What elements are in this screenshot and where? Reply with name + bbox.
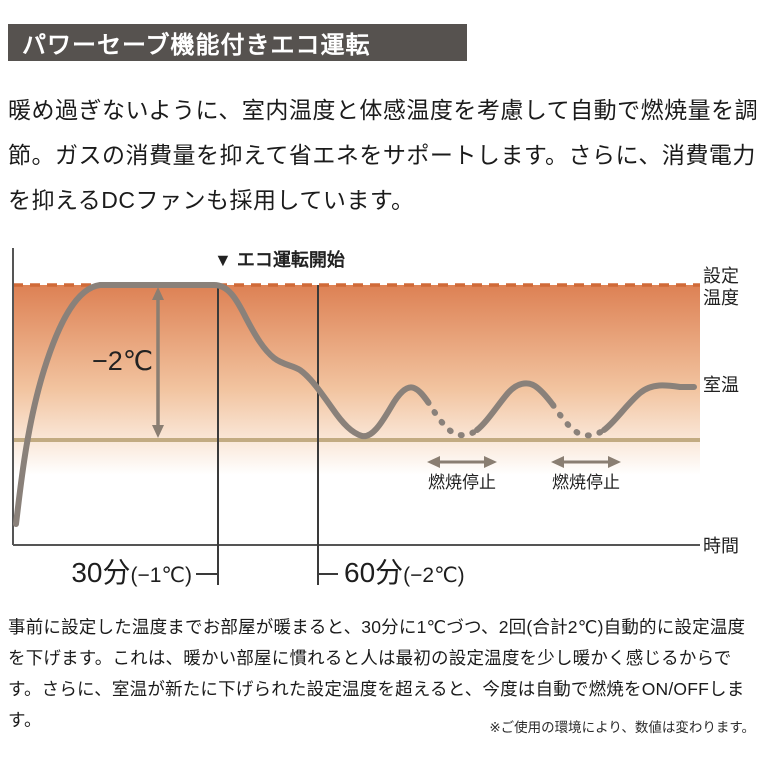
eco-start-label: ▼ エコ運転開始 bbox=[214, 249, 345, 270]
section-title: パワーセーブ機能付きエコ運転 bbox=[22, 32, 371, 59]
marker-60-main: 60分 bbox=[344, 557, 403, 588]
temperature-gradient bbox=[13, 285, 700, 475]
burn-stop-label-2: 燃焼停止 bbox=[552, 473, 620, 492]
description-paragraph: 事前に設定した温度までお部屋が暖まると、30分に1℃づつ、2回(合計2℃)自動的… bbox=[8, 617, 746, 730]
section-header: パワーセーブ機能付きエコ運転 bbox=[8, 24, 467, 61]
temperature-curve-solid-1 bbox=[13, 282, 431, 527]
intro-paragraph: 暖め過ぎないように、室内温度と体感温度を考慮して自動で燃焼量を調節。ガスの消費量… bbox=[8, 97, 759, 213]
eco-operation-chart: −2℃ 燃焼停止 燃焼停止 ▼ bbox=[12, 248, 739, 588]
time-axis-label: 時間 bbox=[703, 536, 739, 556]
marker-label-30min: 30分(−1℃) bbox=[71, 557, 192, 588]
set-temp-label-line1: 設定 bbox=[703, 266, 739, 286]
footnote: ※ご使用の環境により、数値は変わります。 bbox=[489, 720, 755, 735]
eco-operation-diagram: −2℃ 燃焼停止 燃焼停止 ▼ bbox=[0, 240, 765, 600]
marker-30-sub: (−1℃) bbox=[130, 564, 192, 587]
temperature-curve-solid-2 bbox=[474, 380, 556, 433]
temperature-curve-solid-3 bbox=[601, 382, 697, 433]
marker-label-60min: 60分(−2℃) bbox=[344, 557, 465, 588]
marker-30-main: 30分 bbox=[71, 557, 130, 588]
room-temp-label: 室温 bbox=[703, 375, 739, 395]
burn-stop-arrow-1 bbox=[427, 456, 497, 468]
temperature-curve-dashed-2 bbox=[550, 402, 607, 439]
temp-drop-label: −2℃ bbox=[92, 346, 153, 376]
marker-60-sub: (−2℃) bbox=[403, 564, 465, 587]
temperature-curve bbox=[13, 282, 697, 527]
temperature-curve-dashed-1 bbox=[425, 399, 480, 439]
burn-stop-label-1: 燃焼停止 bbox=[428, 473, 496, 492]
set-temp-label-line2: 温度 bbox=[703, 288, 739, 308]
temp-drop-arrow bbox=[152, 287, 164, 438]
burn-stop-arrow-2 bbox=[551, 456, 621, 468]
